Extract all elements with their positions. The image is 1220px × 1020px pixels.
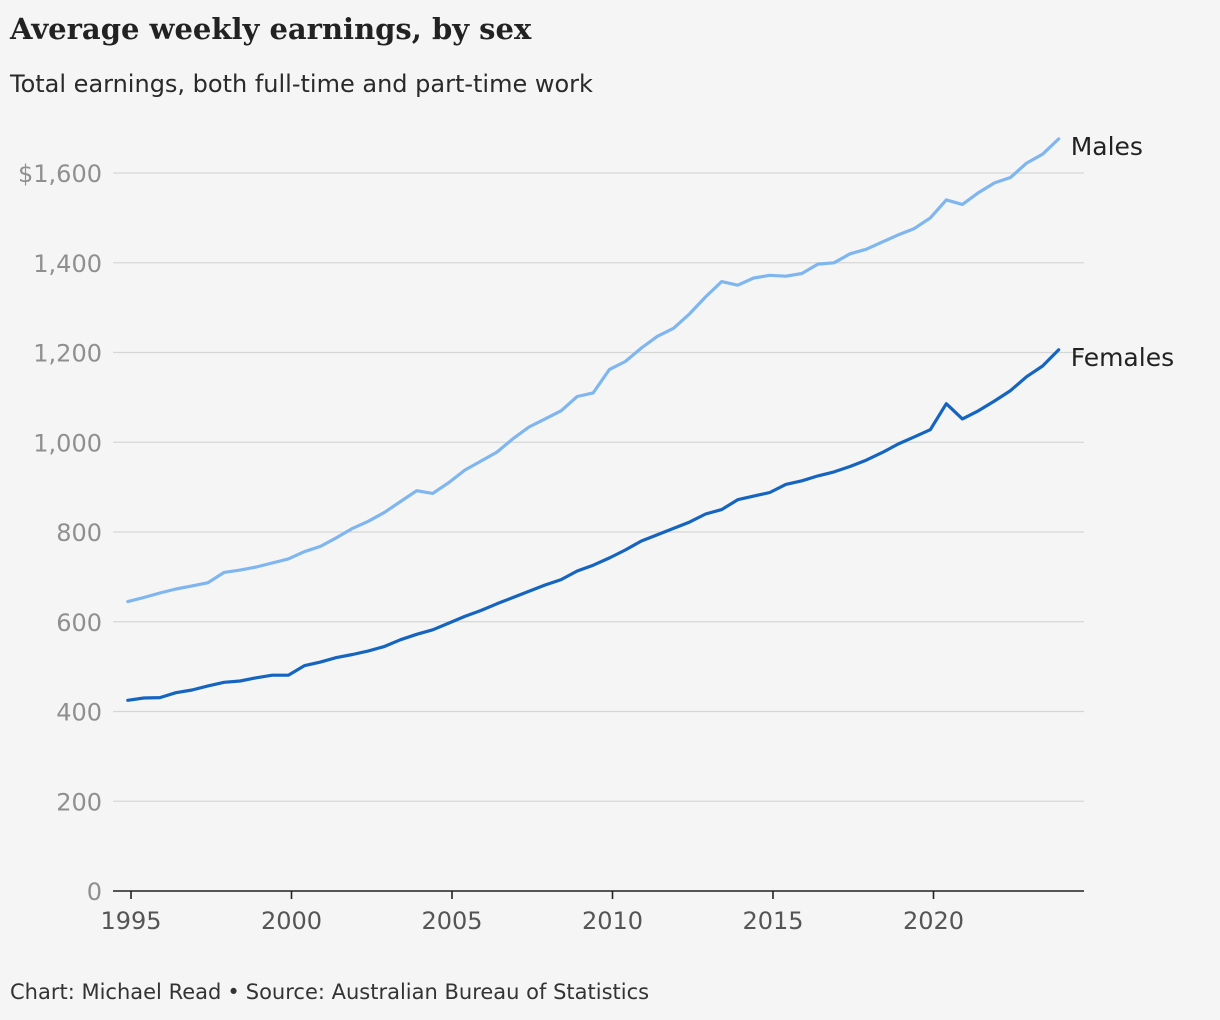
series-lines	[126, 137, 1061, 702]
chart-credit: Chart: Michael Read	[10, 980, 222, 1004]
y-tick-label: 1,000	[33, 429, 102, 457]
x-tick-label: 2000	[261, 907, 322, 935]
series-line-females	[126, 348, 1061, 702]
x-axis-tick-labels: 1995 2000 2005 2010 2015 2020	[100, 891, 964, 935]
y-tick-label: 800	[56, 519, 102, 547]
chart-source: Source: Australian Bureau of Statistics	[245, 980, 650, 1004]
footer-separator: •	[227, 980, 240, 1004]
chart-subtitle: Total earnings, both full-time and part-…	[10, 70, 593, 98]
series-labels: Males Females	[1071, 132, 1174, 372]
x-tick-label: 2020	[903, 907, 964, 935]
y-axis-tick-labels: 0 200 400 600 800 1,000 1,200 1,400 $1,600	[18, 160, 102, 906]
series-line-males	[126, 137, 1061, 604]
gridlines	[113, 172, 1084, 892]
y-tick-label: 1,400	[33, 250, 102, 278]
y-tick-label: $1,600	[18, 160, 102, 188]
y-tick-label: 600	[56, 609, 102, 637]
x-tick-label: 1995	[100, 907, 161, 935]
series-label-females: Females	[1071, 343, 1174, 372]
y-tick-label: 0	[87, 878, 102, 906]
y-tick-label: 400	[56, 699, 102, 727]
y-tick-label: 1,200	[33, 340, 102, 368]
x-tick-label: 2005	[421, 907, 482, 935]
chart-footer: Chart: Michael Read • Source: Australian B…	[10, 980, 649, 1004]
x-tick-label: 2010	[582, 907, 643, 935]
y-tick-label: 200	[56, 788, 102, 816]
series-label-males: Males	[1071, 132, 1143, 161]
chart-title: Average weekly earnings, by sex	[10, 12, 532, 46]
x-tick-label: 2015	[742, 907, 803, 935]
